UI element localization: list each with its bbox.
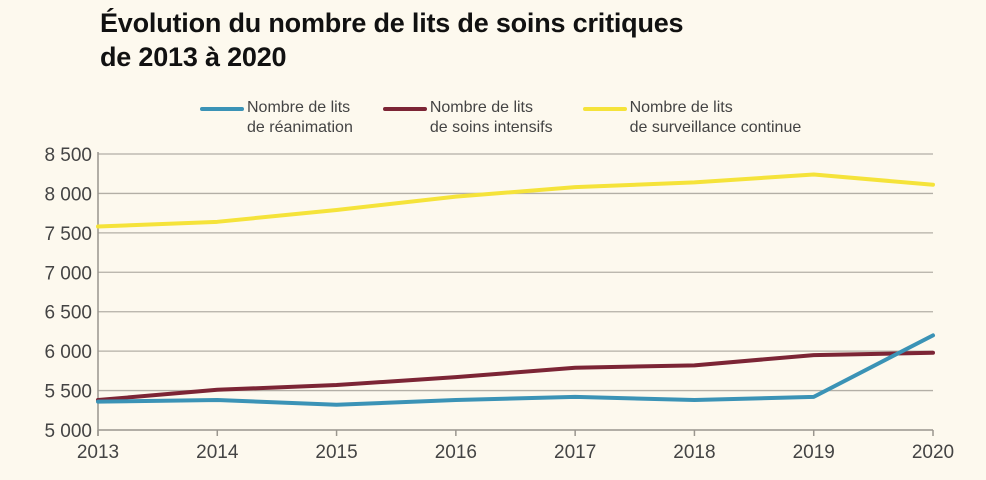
legend-label-soins-intensifs: Nombre de lits de soins intensifs [430,98,553,138]
legend-swatch-reanimation [200,107,244,111]
legend-item-surveillance-continue: Nombre de lits de surveillance continue [582,98,802,138]
legend-label-line: de surveillance continue [629,119,802,136]
legend-label-reanimation: Nombre de lits de réanimation [247,98,353,138]
legend-label-line: Nombre de lits [247,99,351,116]
y-tick-label: 7 000 [44,263,92,284]
legend-swatch-soins-intensifs [382,107,427,111]
series-line-0 [96,333,935,407]
legend-label-line: Nombre de lits [629,99,733,116]
x-tick-label: 2014 [196,442,239,463]
x-tick-label: 2017 [554,442,596,463]
legend-label-line: de soins intensifs [429,119,553,136]
legend-item-soins-intensifs: Nombre de lits de soins intensifs [382,98,553,138]
y-tick-label: 8 500 [44,145,92,166]
x-tick-label: 2016 [435,442,477,463]
x-tick-label: 2019 [793,442,835,463]
legend: Nombre de lits de réanimation Nombre de … [200,98,801,138]
y-tick-label: 6 000 [44,342,92,363]
legend-item-reanimation: Nombre de lits de réanimation [200,98,353,138]
chart-title: Évolution du nombre de lits de soins cri… [100,6,684,74]
x-tick-label: 2013 [77,442,119,463]
chart-title-line-2: de 2013 à 2020 [100,42,287,72]
x-tick-label: 2018 [673,442,715,463]
y-tick-label: 5 000 [44,421,92,442]
series-line-1 [96,350,935,403]
legend-label-line: Nombre de lits [429,99,533,116]
chart-title-line-1: Évolution du nombre de lits de soins cri… [100,8,684,38]
x-tick-label: 2015 [315,442,357,463]
y-tick-label: 6 500 [44,303,92,324]
y-tick-label: 7 500 [44,224,92,245]
legend-swatch-surveillance-continue [582,107,627,111]
y-tick-label: 8 000 [44,184,92,205]
y-tick-label: 5 500 [44,382,92,403]
legend-label-line: de réanimation [247,119,353,136]
x-tick-label: 2020 [912,442,954,463]
series-line-2 [96,172,935,229]
legend-label-surveillance-continue: Nombre de lits de surveillance continue [630,98,802,138]
